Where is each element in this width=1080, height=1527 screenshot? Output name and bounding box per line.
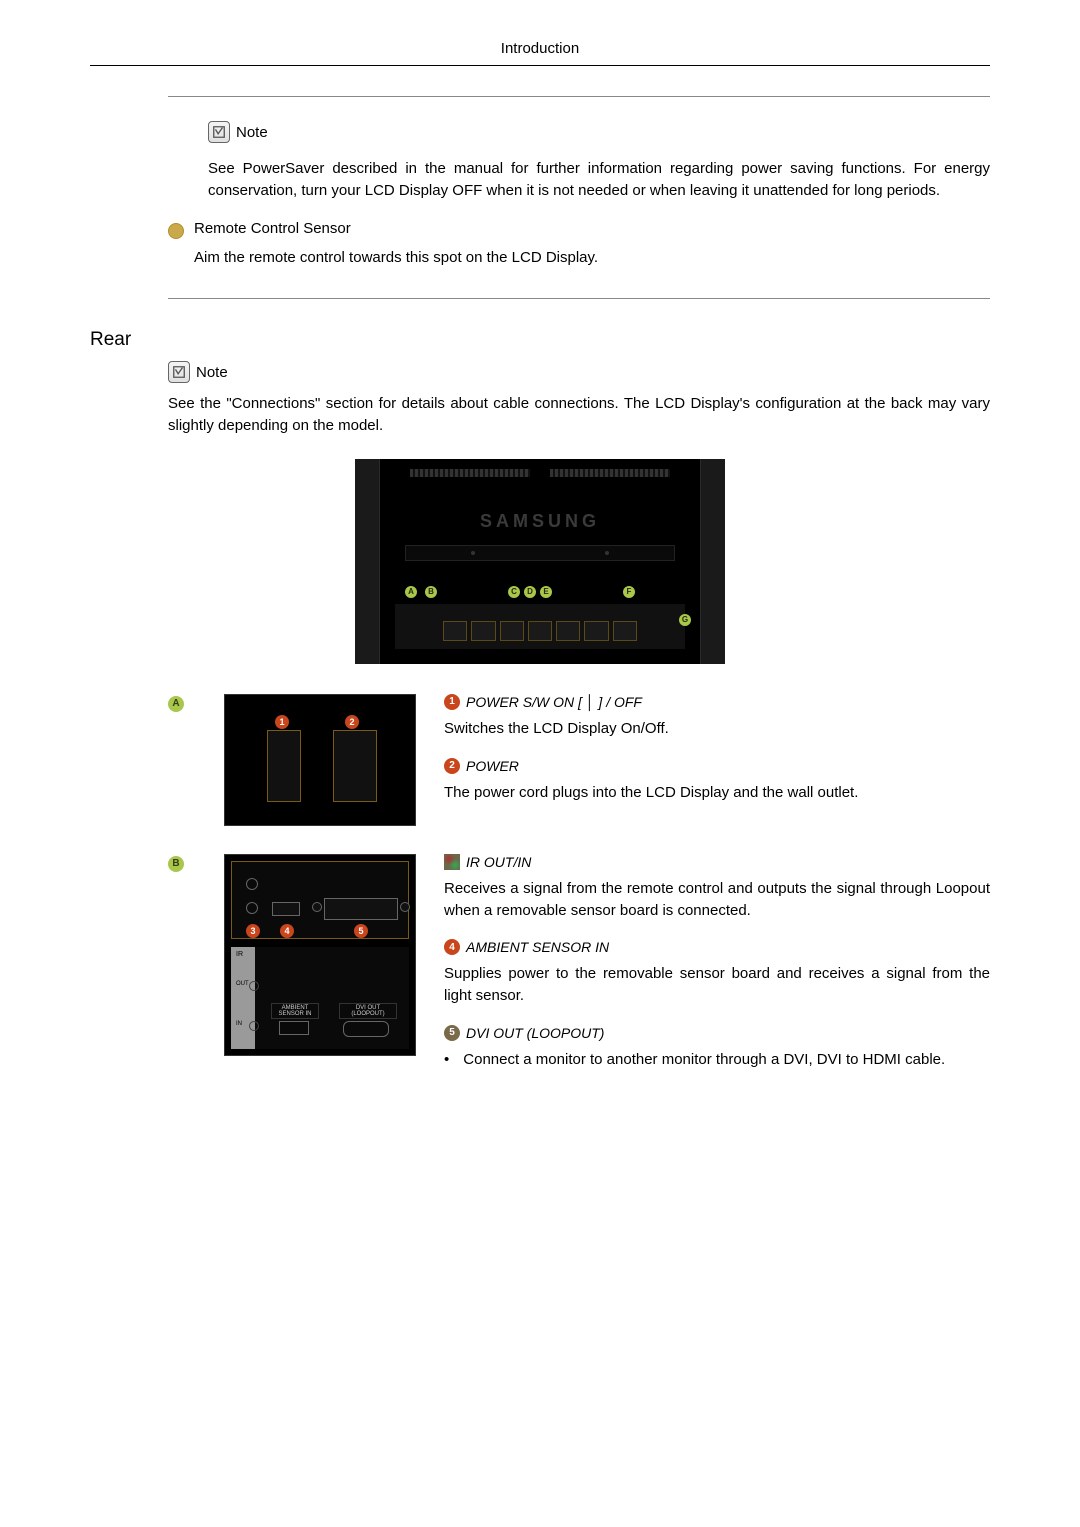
section-b-letter: B	[168, 856, 184, 872]
item-a1: 1 POWER S/W ON [ │ ] / OFF Switches the …	[444, 694, 990, 740]
item-b3: 5 DVI OUT (LOOPOUT) Connect a monitor to…	[444, 1025, 990, 1071]
rear-note-text: See the "Connections" section for detail…	[168, 393, 990, 437]
note-icon	[168, 361, 190, 383]
section-b-left: 3 4 5 IR OUT IN AMBIENT SENSOR IN	[194, 854, 434, 1056]
section-b-row: B 3 4 5	[168, 854, 990, 1089]
rear-heading: Rear	[90, 329, 990, 351]
item-a2: 2 POWER The power cord plugs into the LC…	[444, 758, 990, 804]
item-a1-title: POWER S/W ON [ │ ] / OFF	[466, 694, 642, 710]
diagram-b-in: IN	[236, 1021, 242, 1027]
diagram-b: 3 4 5 IR OUT IN AMBIENT SENSOR IN	[224, 854, 416, 1056]
label-g: G	[679, 614, 691, 626]
diagram-a: 1 2	[224, 694, 416, 826]
section-b-right: IR OUT/IN Receives a signal from the rem…	[444, 854, 990, 1089]
rear-label-row: A B C D E F	[405, 585, 675, 599]
diagram-b-amb: AMBIENT SENSOR IN	[271, 1003, 319, 1019]
diagram-a-n1: 1	[275, 715, 289, 729]
label-e: E	[540, 586, 552, 598]
item-a1-num: 1	[444, 694, 460, 710]
item-b3-list: Connect a monitor to another monitor thr…	[444, 1049, 990, 1071]
page-header-title: Introduction	[90, 40, 990, 57]
item-a2-num: 2	[444, 758, 460, 774]
item-a2-title: POWER	[466, 758, 519, 774]
note-label-1: Note	[236, 124, 268, 141]
section-b: B 3 4 5	[168, 854, 990, 1089]
diagram-a-n2: 2	[345, 715, 359, 729]
ir-icon	[444, 854, 460, 870]
rear-section: Rear Note See the "Connections" section …	[90, 329, 990, 1088]
diagram-b-out: OUT	[236, 981, 249, 987]
diagram-b-n4: 4	[280, 924, 294, 938]
bullet-icon	[168, 223, 184, 239]
brand-text: SAMSUNG	[355, 511, 725, 532]
diagram-b-n5: 5	[354, 924, 368, 938]
section-a-letter: A	[168, 696, 184, 712]
item-a2-desc: The power cord plugs into the LCD Displa…	[444, 782, 990, 804]
item-b2: 4 AMBIENT SENSOR IN Supplies power to th…	[444, 939, 990, 1007]
rear-note-label: Note	[196, 364, 228, 381]
item-b3-title: DVI OUT (LOOPOUT)	[466, 1025, 604, 1041]
section-a: A 1 2 1 POWER S/W ON [ │ ] / OFF	[168, 694, 990, 826]
label-f: F	[623, 586, 635, 598]
label-b: B	[425, 586, 437, 598]
rear-diagram-wrap: SAMSUNG A B C D E F	[90, 459, 990, 664]
page: Introduction Note See PowerSaver describ…	[30, 0, 1050, 1177]
header-rule	[90, 65, 990, 66]
label-a: A	[405, 586, 417, 598]
upper-content-block: Note See PowerSaver described in the man…	[168, 96, 990, 299]
diagram-b-ir: IR	[236, 951, 243, 958]
vent-right	[550, 469, 670, 477]
item-a1-desc: Switches the LCD Display On/Off.	[444, 718, 990, 740]
item-b3-num: 5	[444, 1025, 460, 1041]
ports-area	[395, 604, 685, 649]
section-a-right: 1 POWER S/W ON [ │ ] / OFF Switches the …	[444, 694, 990, 822]
note-icon	[208, 121, 230, 143]
rear-body: Note	[168, 361, 990, 383]
rear-diagram: SAMSUNG A B C D E F	[355, 459, 725, 664]
remote-sensor-row: Remote Control Sensor Aim the remote con…	[168, 220, 990, 269]
item-b2-desc: Supplies power to the removable sensor b…	[444, 963, 990, 1007]
remote-sensor-content: Remote Control Sensor Aim the remote con…	[194, 220, 990, 269]
note-text-1: See PowerSaver described in the manual f…	[208, 158, 990, 202]
item-b2-num: 4	[444, 939, 460, 955]
divider-top	[168, 96, 990, 97]
label-c: C	[508, 586, 520, 598]
diagram-b-dvi: DVI OUT (LOOPOUT)	[339, 1003, 397, 1019]
item-b1-title: IR OUT/IN	[466, 854, 531, 870]
section-a-left: 1 2	[194, 694, 434, 826]
item-b3-bullet: Connect a monitor to another monitor thr…	[463, 1049, 945, 1071]
port-strip	[443, 621, 637, 641]
mid-bar	[405, 545, 675, 561]
item-b1-desc: Receives a signal from the remote contro…	[444, 878, 990, 922]
vent-left	[410, 469, 530, 477]
item-b1: IR OUT/IN Receives a signal from the rem…	[444, 854, 990, 922]
section-a-row: A 1 2 1 POWER S/W ON [ │ ] / OFF	[168, 694, 990, 826]
diagram-b-n3: 3	[246, 924, 260, 938]
label-d: D	[524, 586, 536, 598]
divider-bottom	[168, 298, 990, 299]
remote-sensor-title: Remote Control Sensor	[194, 220, 990, 237]
note-row-1: Note	[208, 121, 990, 143]
item-b2-title: AMBIENT SENSOR IN	[466, 939, 609, 955]
remote-sensor-desc: Aim the remote control towards this spot…	[194, 247, 990, 269]
rear-note-row: Note	[168, 361, 990, 383]
